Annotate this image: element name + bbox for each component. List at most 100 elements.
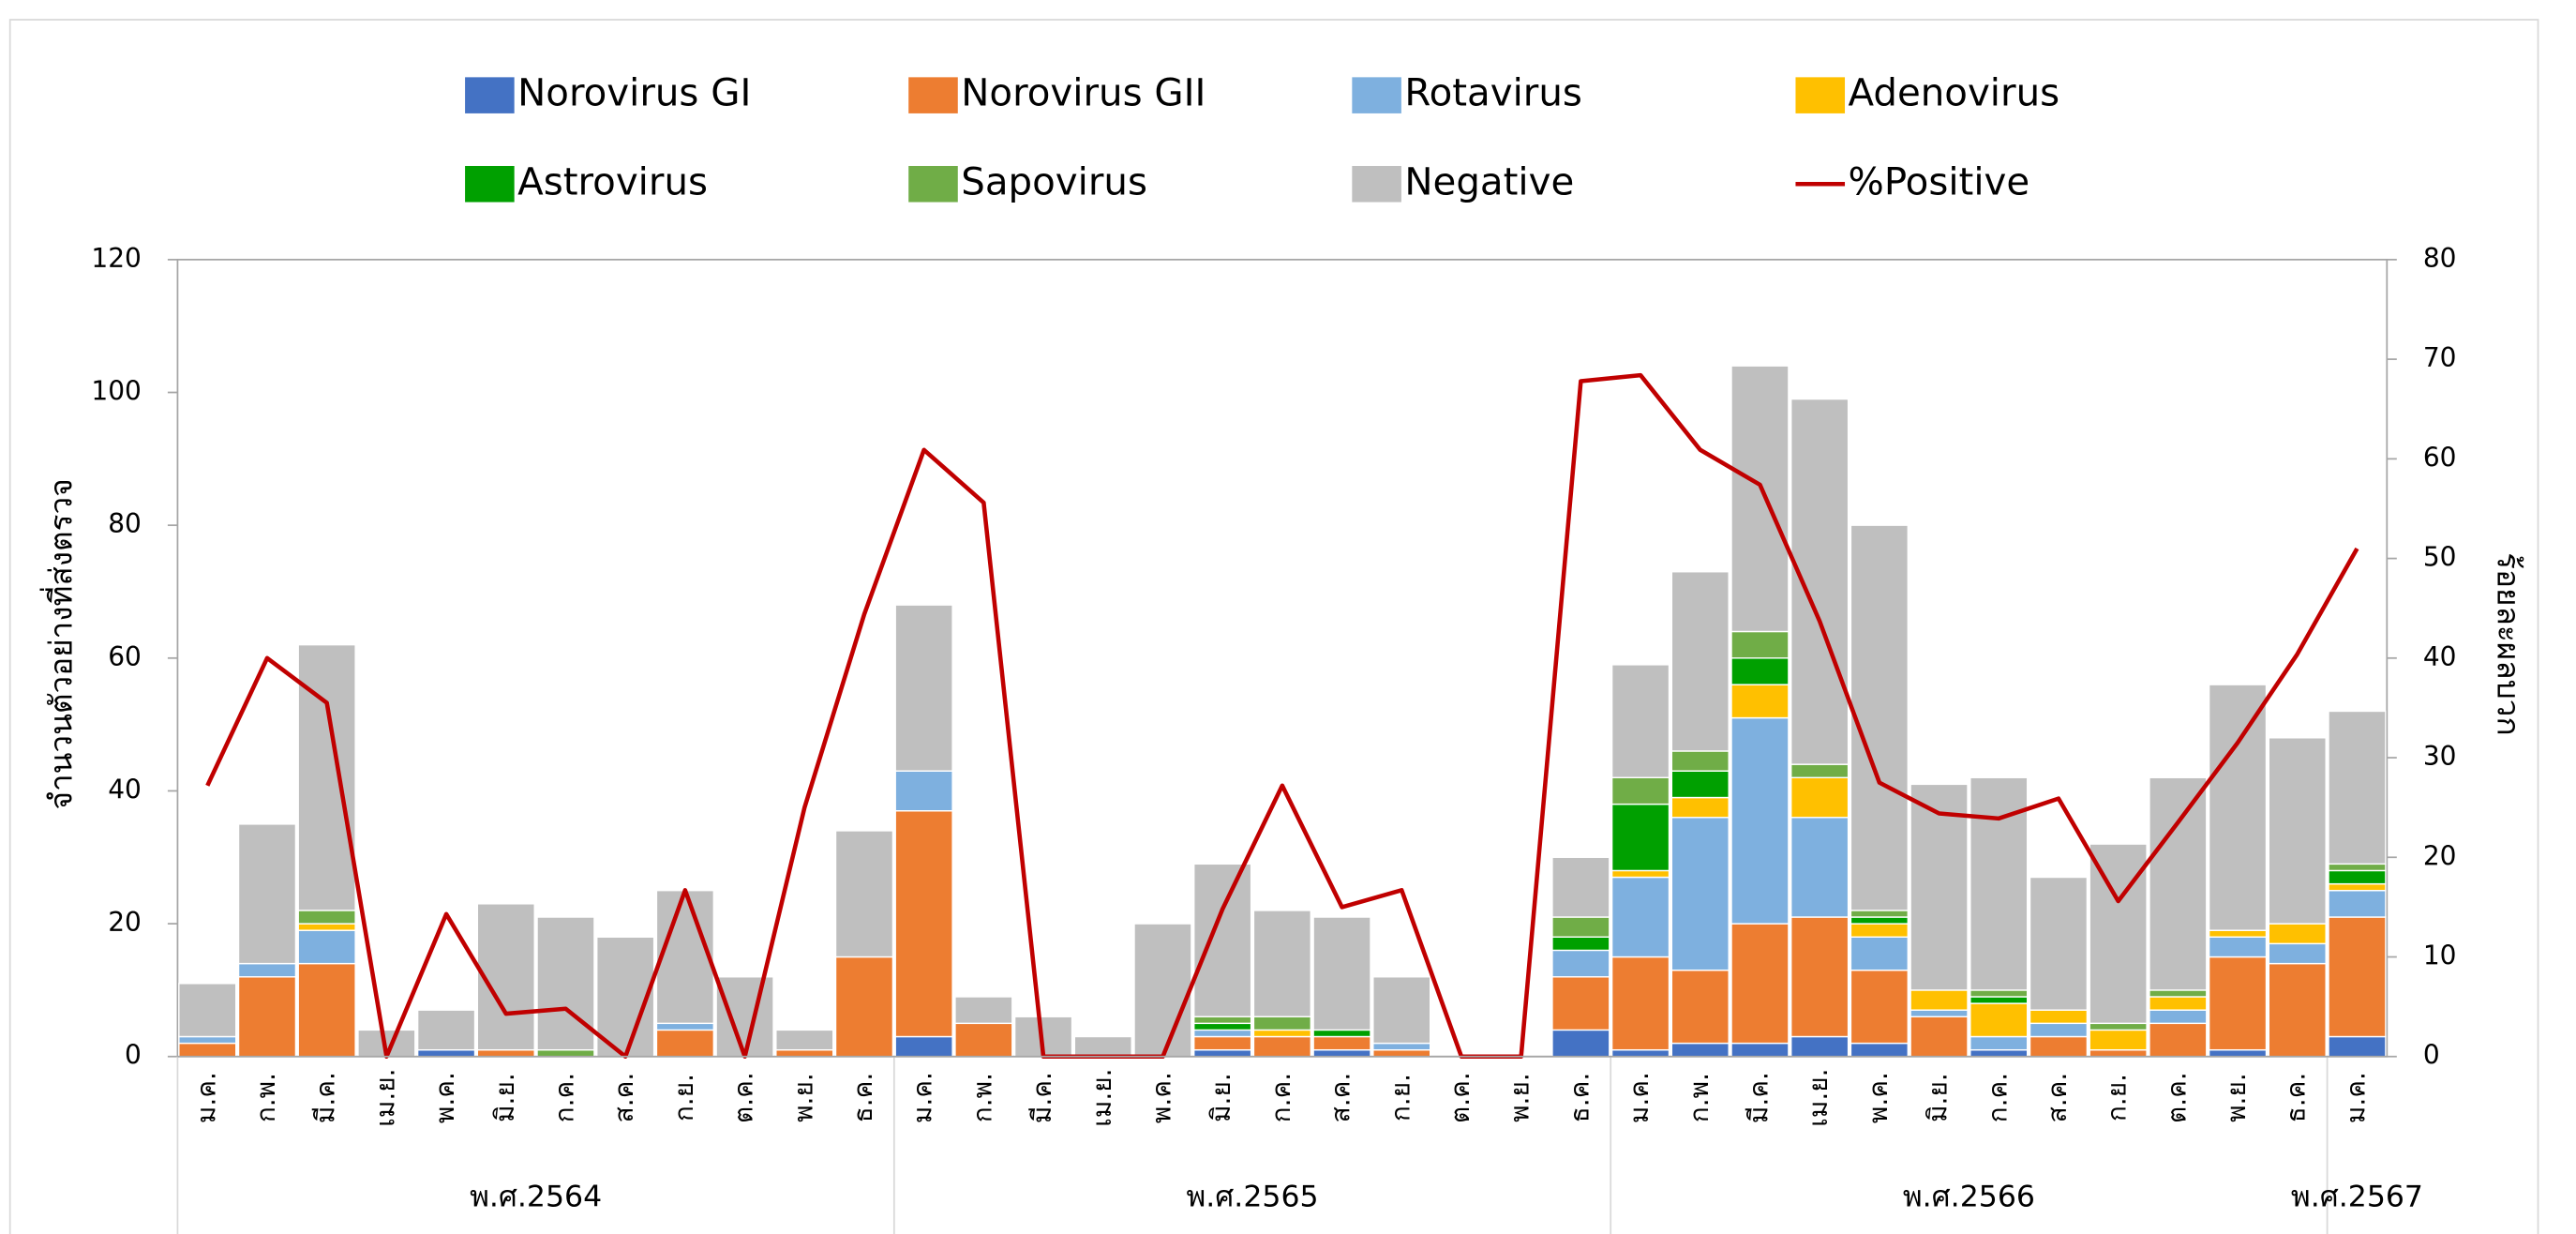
bar-segment [2030,1023,2088,1036]
legend-label: Norovirus GI [517,71,751,115]
x-tick-label: ม.ค. [2340,1072,2371,1123]
bar-segment [1074,1037,1131,1057]
bar-segment [1612,878,1670,957]
y-tick-label: 40 [108,774,142,805]
x-tick-label: ก.ย. [668,1074,699,1121]
y-axis-title: จำนวนตัวอย่างที่ส่งตรวจ [39,478,79,809]
x-tick-label: เม.ย. [1803,1068,1834,1126]
bar-segment [1731,685,1789,717]
bar-segment [1910,990,1968,1010]
legend-swatch [908,77,958,113]
bar-segment [239,824,296,964]
legend-swatch [1352,166,1401,203]
legend-label: Adenovirus [1849,71,2060,115]
x-tick-label: ก.ค. [548,1073,579,1123]
legend-swatch [908,166,958,203]
bar-segment [1552,857,1610,917]
bar-segment [2209,937,2267,956]
bar-segment [895,811,952,1037]
bar-segment [179,984,236,1037]
legend-swatch [465,77,515,113]
bar-segment [179,1037,236,1044]
y-tick-label: 60 [108,641,142,672]
bar-segment [1731,924,1789,1043]
bar-segment [1850,525,1908,910]
bar-segment [1731,718,1789,925]
bar-segment [1671,798,1729,818]
bar-segment [2030,1010,2088,1023]
x-tick-label: ส.ค. [1325,1073,1356,1123]
bar-segment [1791,1037,1849,1057]
legend-swatch [1352,77,1401,113]
bar-segment [179,1044,236,1057]
legend-label: Norovirus GII [961,71,1206,115]
bar-segment [1671,1044,1729,1057]
bar-segment [2149,1023,2207,1056]
bar-segment [298,645,355,910]
bar-segment [2329,711,2386,864]
x-tick-label: เม.ย. [1086,1068,1117,1126]
bar-segment [895,771,952,810]
bar-segment [1612,870,1670,877]
bar-segment [1731,658,1789,685]
x-tick-label: พ.ค. [429,1072,460,1123]
bar-segment [298,930,355,963]
group-label: พ.ศ.2566 [1903,1180,2035,1213]
x-tick-label: เม.ย. [369,1068,400,1126]
bar-segment [2329,884,2386,891]
bar-segment [1731,1044,1789,1057]
x-tick-label: ก.ย. [1385,1074,1415,1121]
y-tick-label: 20 [108,907,142,938]
x-tick-label: พ.ย. [1505,1073,1535,1122]
x-tick-label: มี.ค. [1743,1072,1774,1123]
bar-segment [2209,930,2267,937]
bar-segment [955,997,1012,1023]
bar-segment [2149,1010,2207,1023]
bar-segment [537,917,594,1050]
y-tick-label: 80 [108,508,142,539]
legend-label: %Positive [1849,159,2030,203]
bar-segment [656,1023,713,1030]
bar-segment [1552,1030,1610,1056]
group-label: พ.ศ.2564 [470,1180,602,1213]
bar-segment [2269,964,2326,1057]
x-tick-label: ก.พ. [966,1073,997,1122]
x-tick-label: ต.ค. [1445,1072,1475,1123]
bar-segment [1970,1037,2028,1050]
bar-segment [776,1050,833,1057]
bar-segment [1970,1050,2028,1057]
bar-segment [1850,1044,1908,1057]
bar-segment [1194,1037,1251,1050]
y2-tick-label: 10 [2423,941,2457,971]
bar-segment [239,977,296,1057]
bar-segment [1671,971,1729,1044]
bar-segment [2030,878,2088,1011]
x-tick-label: มิ.ย. [1206,1073,1236,1122]
bar-segment [2089,1023,2147,1030]
bar-segment [2329,1037,2386,1057]
bar-segment [418,1010,475,1049]
legend-label: Astrovirus [517,159,708,203]
y2-tick-label: 70 [2423,342,2457,373]
bar-segment [836,957,893,1057]
x-tick-label: ธ.ค. [1564,1073,1595,1123]
x-tick-label: พ.ย. [2221,1073,2252,1122]
bar-segment [1313,1037,1370,1050]
bar-segment [1253,1037,1310,1057]
bar-segment [2149,777,2207,990]
bar-segment [1612,805,1670,871]
x-tick-label: ม.ค. [190,1072,221,1123]
bar-segment [895,1037,952,1057]
bar-segment [1791,917,1849,1036]
x-tick-label: พ.ค. [1863,1072,1894,1123]
bar-segment [1791,818,1849,917]
bar-segment [2329,891,2386,917]
bar-segment [1253,910,1310,1016]
bar-segment [836,831,893,957]
bar-segment [1612,957,1670,1050]
bar-segment [1373,1050,1430,1057]
bar-segment [1731,631,1789,657]
bar-segment [2269,738,2326,924]
bar-segment [2089,1030,2147,1049]
bar-segment [477,1050,534,1057]
